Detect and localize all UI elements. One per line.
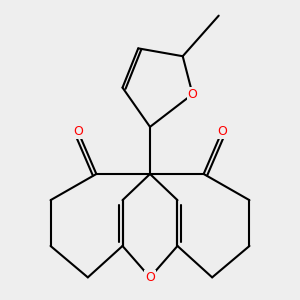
Text: O: O [188, 88, 197, 101]
Text: O: O [145, 271, 155, 284]
Text: O: O [73, 125, 83, 138]
Text: O: O [217, 125, 227, 138]
